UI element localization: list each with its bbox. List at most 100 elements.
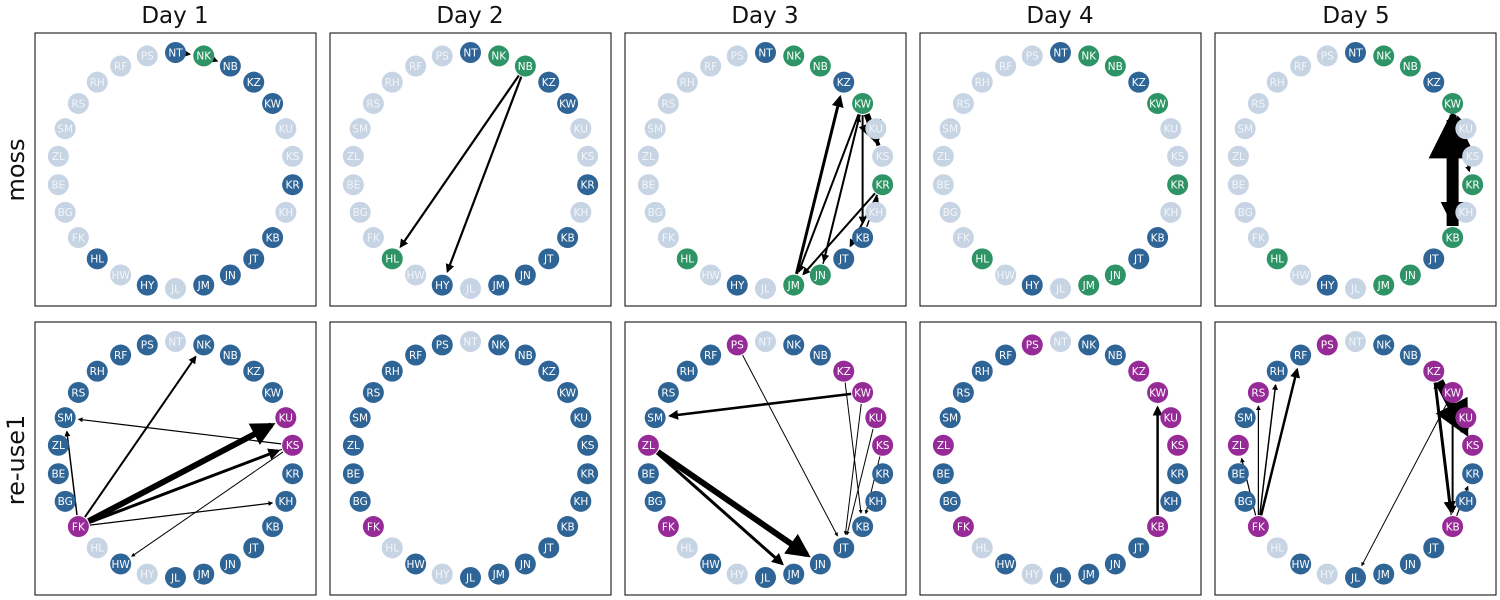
node-label: JT	[1428, 254, 1439, 266]
node-label: ZL	[642, 151, 655, 163]
node-circle	[700, 264, 722, 286]
node-KU: KU	[1455, 407, 1477, 429]
node-KW: KW	[852, 381, 874, 403]
node-label: HL	[680, 543, 694, 555]
node-KZ: KZ	[1128, 360, 1150, 382]
node-label: RF	[114, 350, 127, 362]
node-NB: NB	[809, 344, 831, 366]
node-label: BG	[1238, 496, 1253, 508]
node-HL: HL	[676, 537, 698, 559]
node-RH: RH	[971, 360, 993, 382]
node-label: FK	[1252, 232, 1266, 244]
node-circle	[1462, 174, 1484, 196]
node-KZ: KZ	[243, 71, 265, 93]
node-KU: KU	[1160, 407, 1182, 429]
node-label: NT	[758, 47, 773, 59]
node-label: PS	[731, 340, 744, 352]
node-circle	[700, 553, 722, 575]
node-circle	[809, 553, 831, 575]
node-SM: SM	[1234, 407, 1256, 429]
node-FK: FK	[67, 516, 89, 538]
node-label: SM	[647, 412, 663, 424]
node-circle	[1345, 567, 1366, 588]
node-label: KW	[559, 387, 577, 399]
node-circle	[54, 490, 76, 512]
node-label: KR	[581, 180, 595, 192]
node-BG: BG	[349, 201, 371, 223]
node-label: SM	[1237, 412, 1253, 424]
node-JL: JL	[460, 567, 481, 588]
node-NK: NK	[783, 45, 805, 67]
panel-frame	[1214, 32, 1497, 307]
node-RH: RH	[381, 360, 403, 382]
node-label: KW	[1149, 387, 1167, 399]
node-NT: NT	[755, 42, 776, 63]
node-circle	[1455, 490, 1477, 512]
node-label: BE	[936, 180, 950, 192]
node-circle	[1104, 55, 1126, 77]
node-circle	[932, 145, 954, 167]
node-circle	[110, 55, 132, 77]
node-circle	[1128, 71, 1150, 93]
node-label: KZ	[247, 366, 261, 378]
node-circle	[1160, 201, 1182, 223]
node-circle	[342, 174, 364, 196]
node-KZ: KZ	[538, 360, 560, 382]
node-label: KB	[1446, 232, 1460, 244]
node-circle	[488, 45, 510, 67]
node-circle	[1316, 274, 1338, 296]
node-circle	[570, 201, 592, 223]
node-circle	[1160, 118, 1182, 140]
node-KB: KB	[1442, 227, 1464, 249]
node-RS: RS	[1247, 381, 1269, 403]
node-circle	[1423, 71, 1445, 93]
node-label: NT	[463, 336, 478, 348]
node-label: KB	[561, 521, 575, 533]
node-JT: JT	[1128, 248, 1150, 270]
node-circle	[1227, 434, 1249, 456]
node-label: JM	[492, 280, 505, 292]
node-label: BG	[353, 207, 368, 219]
node-circle	[570, 118, 592, 140]
node-circle	[1021, 563, 1043, 585]
node-circle	[755, 331, 776, 352]
node-label: KR	[876, 469, 890, 481]
node-circle	[243, 248, 265, 270]
node-circle	[783, 563, 805, 585]
node-circle	[67, 381, 89, 403]
node-JN: JN	[1399, 553, 1421, 575]
node-HL: HL	[1266, 248, 1288, 270]
node-label: HY	[435, 569, 450, 581]
panel-grid: NT NKNBKZKWKUKSKRKHKBJTJNJMJLHYHWHLFKBGBE…	[34, 32, 1497, 596]
node-HL: HL	[1266, 537, 1288, 559]
node-circle	[1021, 45, 1043, 67]
node-circle	[726, 45, 748, 67]
node-label: NB	[1403, 350, 1418, 362]
node-KS: KS	[282, 145, 304, 167]
edge-KS-SM	[77, 417, 282, 445]
node-label: JL	[1055, 283, 1065, 295]
edge-FK-RH	[1259, 383, 1278, 516]
node-label: HL	[1270, 543, 1284, 555]
node-circle	[1128, 360, 1150, 382]
node-JN: JN	[514, 553, 536, 575]
node-circle	[1104, 344, 1126, 366]
node-label: KU	[1459, 123, 1473, 135]
node-JL: JL	[1345, 278, 1366, 299]
node-label: KS	[1171, 440, 1185, 452]
row-label-re-use1: re-use1	[2, 415, 30, 506]
node-circle	[644, 407, 666, 429]
node-label: ZL	[642, 440, 655, 452]
node-KH: KH	[1160, 201, 1182, 223]
node-KW: KW	[1442, 381, 1464, 403]
node-NK: NK	[488, 45, 510, 67]
node-label: SM	[942, 412, 958, 424]
node-circle	[952, 516, 974, 538]
node-KW: KW	[262, 381, 284, 403]
node-label: KR	[286, 180, 300, 192]
node-label: HL	[975, 254, 989, 266]
node-NT: NT	[1345, 42, 1366, 63]
